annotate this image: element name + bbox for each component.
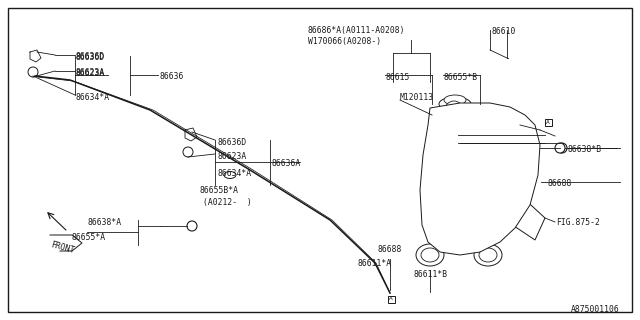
Ellipse shape	[439, 97, 471, 111]
Text: 86623A: 86623A	[76, 68, 105, 77]
Text: 86623A: 86623A	[76, 69, 105, 78]
Text: 86655*B: 86655*B	[443, 73, 477, 82]
Text: 86688: 86688	[548, 179, 572, 188]
Text: A: A	[546, 119, 550, 124]
Circle shape	[183, 147, 193, 157]
Text: 86636: 86636	[159, 72, 184, 81]
Circle shape	[28, 67, 38, 77]
Ellipse shape	[479, 248, 497, 262]
Text: 86655*A: 86655*A	[72, 233, 106, 242]
Circle shape	[187, 221, 197, 231]
Text: 86611*A: 86611*A	[358, 259, 392, 268]
Text: 86686*A(A0111-A0208): 86686*A(A0111-A0208)	[308, 26, 406, 35]
Text: 86688: 86688	[378, 245, 403, 254]
Text: 86638*A: 86638*A	[88, 218, 122, 227]
Text: 86610: 86610	[492, 27, 516, 36]
Text: 86636D: 86636D	[217, 138, 246, 147]
Text: 86623A: 86623A	[217, 152, 246, 161]
Text: A: A	[389, 297, 393, 301]
Ellipse shape	[444, 95, 466, 105]
Ellipse shape	[416, 244, 444, 266]
Ellipse shape	[224, 172, 236, 179]
Circle shape	[555, 143, 565, 153]
Text: 86636D: 86636D	[76, 53, 105, 62]
Bar	[545, 118, 552, 125]
Polygon shape	[502, 195, 545, 240]
Text: W170066(A0208-): W170066(A0208-)	[308, 37, 381, 46]
Ellipse shape	[474, 244, 502, 266]
Ellipse shape	[421, 248, 439, 262]
Text: 86634*A: 86634*A	[76, 93, 110, 102]
Text: (A0212-  ): (A0212- )	[203, 198, 252, 207]
Polygon shape	[420, 103, 540, 255]
Text: 86636A: 86636A	[271, 159, 300, 168]
Text: 86611*B: 86611*B	[414, 270, 448, 279]
Circle shape	[557, 143, 567, 153]
Text: 86638*B: 86638*B	[568, 145, 602, 154]
Text: FRONT: FRONT	[50, 240, 76, 255]
Text: 86615: 86615	[386, 73, 410, 82]
Text: 86634*A: 86634*A	[217, 169, 251, 178]
Bar	[387, 295, 394, 302]
Text: M120113: M120113	[400, 93, 434, 102]
Circle shape	[445, 101, 463, 119]
Text: 86636D: 86636D	[76, 52, 105, 61]
Text: A875001106: A875001106	[572, 305, 620, 314]
Circle shape	[510, 120, 520, 130]
Text: 86655B*A: 86655B*A	[200, 186, 239, 195]
Text: FIG.875-2: FIG.875-2	[556, 218, 600, 227]
